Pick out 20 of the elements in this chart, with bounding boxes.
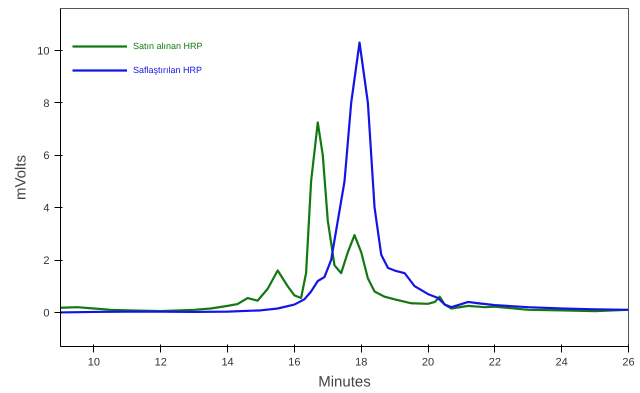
x-tick-label: 12 bbox=[154, 356, 167, 368]
x-tick-label: 24 bbox=[556, 356, 568, 368]
x-tick-label: 18 bbox=[355, 356, 368, 368]
y-axis-title: mVolts bbox=[12, 154, 30, 200]
y-tick-label: 10 bbox=[37, 45, 50, 58]
x-tick-label: 16 bbox=[288, 356, 301, 368]
x-tick-label: 10 bbox=[88, 356, 100, 368]
x-tick-label: 22 bbox=[488, 356, 501, 368]
line-series bbox=[60, 41, 628, 314]
x-tick-label: 26 bbox=[622, 356, 635, 368]
text: Satın alınan HRP bbox=[133, 41, 203, 51]
x-tick-label: 14 bbox=[221, 356, 234, 368]
y-tick-label: 0 bbox=[43, 307, 50, 320]
x-tick-label: 20 bbox=[422, 356, 434, 368]
y-tick-label: 4 bbox=[43, 202, 50, 215]
y-tick-label: 6 bbox=[43, 150, 50, 162]
y-tick-label: 2 bbox=[43, 255, 50, 268]
y-tick-label: 8 bbox=[43, 98, 50, 110]
text: Saflaştırılan HRP bbox=[133, 65, 202, 75]
x-axis-title: Minutes bbox=[318, 374, 371, 390]
